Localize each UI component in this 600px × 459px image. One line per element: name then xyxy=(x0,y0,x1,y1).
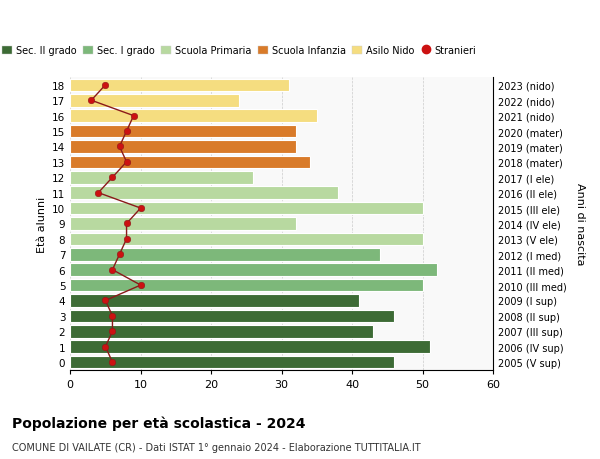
Bar xyxy=(70,325,373,338)
Point xyxy=(122,220,131,228)
Bar xyxy=(70,187,338,200)
Point xyxy=(101,82,110,90)
Y-axis label: Età alunni: Età alunni xyxy=(37,196,47,252)
Point xyxy=(122,159,131,166)
Bar xyxy=(70,79,289,92)
Bar xyxy=(70,248,380,261)
Point xyxy=(136,282,145,289)
Point xyxy=(94,190,103,197)
Bar xyxy=(70,125,296,138)
Bar xyxy=(70,356,394,369)
Text: Popolazione per età scolastica - 2024: Popolazione per età scolastica - 2024 xyxy=(12,415,305,430)
Point xyxy=(115,251,124,258)
Bar xyxy=(70,295,359,307)
Bar xyxy=(70,341,430,353)
Point xyxy=(122,235,131,243)
Text: COMUNE DI VAILATE (CR) - Dati ISTAT 1° gennaio 2024 - Elaborazione TUTTITALIA.IT: COMUNE DI VAILATE (CR) - Dati ISTAT 1° g… xyxy=(12,442,421,452)
Y-axis label: Anni di nascita: Anni di nascita xyxy=(575,183,585,265)
Point xyxy=(107,358,117,366)
Point xyxy=(101,343,110,351)
Point xyxy=(101,297,110,304)
Point xyxy=(107,266,117,274)
Point xyxy=(136,205,145,212)
Point xyxy=(129,113,139,120)
Bar xyxy=(70,233,422,246)
Point xyxy=(107,313,117,320)
Point xyxy=(107,174,117,181)
Legend: Sec. II grado, Sec. I grado, Scuola Primaria, Scuola Infanzia, Asilo Nido, Stran: Sec. II grado, Sec. I grado, Scuola Prim… xyxy=(0,42,481,60)
Bar xyxy=(70,218,296,230)
Bar xyxy=(70,95,239,107)
Bar xyxy=(70,172,253,184)
Point xyxy=(122,128,131,135)
Bar xyxy=(70,110,317,123)
Point xyxy=(115,144,124,151)
Bar xyxy=(70,264,437,276)
Point xyxy=(86,97,96,105)
Bar xyxy=(70,279,422,292)
Bar xyxy=(70,202,422,215)
Bar xyxy=(70,141,296,153)
Bar xyxy=(70,310,394,323)
Point xyxy=(107,328,117,335)
Bar xyxy=(70,156,310,169)
